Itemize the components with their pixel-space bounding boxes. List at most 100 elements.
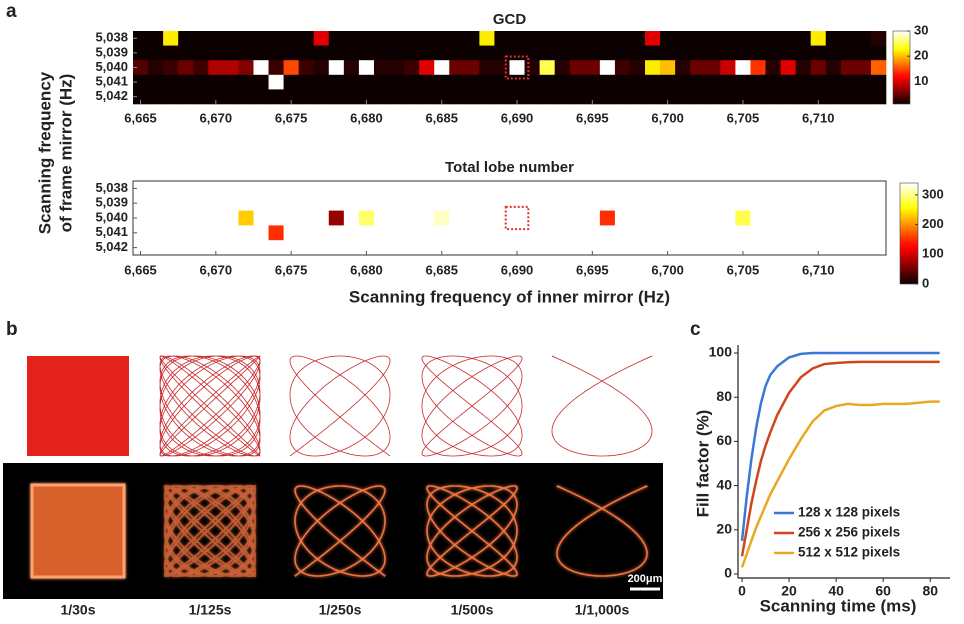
heat-cell	[193, 89, 208, 104]
x-tick-label: 6,690	[501, 262, 534, 277]
heat-cell	[600, 46, 615, 61]
heat-cell	[419, 46, 434, 61]
heat-cell	[735, 211, 750, 226]
heat-cell	[449, 75, 464, 90]
heat-cell	[223, 31, 238, 46]
heat-cell	[750, 60, 765, 75]
heat-cell	[208, 31, 223, 46]
heat-cell	[253, 46, 268, 61]
heat-cell	[314, 89, 329, 104]
heat-cell	[615, 89, 630, 104]
heat-cell	[223, 60, 238, 75]
heat-cell	[675, 75, 690, 90]
x-tick-label: 6,675	[275, 110, 308, 125]
x-tick-label: 6,675	[275, 262, 308, 277]
y-tick-label: 5,042	[95, 88, 128, 103]
heat-cell	[660, 60, 675, 75]
x-tick-label: 0	[738, 583, 746, 599]
heat-cell	[856, 46, 871, 61]
x-tick-label: 6,665	[124, 262, 157, 277]
heat-cell	[404, 31, 419, 46]
colorbar-tick-label: 30	[914, 22, 928, 37]
heat-cell	[419, 60, 434, 75]
heat-cell	[585, 75, 600, 90]
heat-cell	[630, 60, 645, 75]
scale-bar-label: 200μm	[628, 573, 663, 585]
panel-label: a	[6, 1, 17, 22]
heat-cell	[600, 75, 615, 90]
heat-cell	[344, 89, 359, 104]
heat-cell	[705, 89, 720, 104]
y-tick-label: 5,038	[95, 180, 128, 195]
heat-cell	[871, 46, 886, 61]
heat-cell	[525, 31, 540, 46]
heat-cell	[404, 75, 419, 90]
heat-cell	[826, 46, 841, 61]
heat-cell	[705, 75, 720, 90]
heat-cell	[645, 75, 660, 90]
y-tick-label: 60	[716, 432, 732, 448]
heat-cell	[269, 60, 284, 75]
heat-cell	[479, 60, 494, 75]
colorbar-tick-label: 0	[922, 275, 929, 290]
heat-cell	[690, 60, 705, 75]
heat-cell	[223, 46, 238, 61]
heat-cell	[856, 60, 871, 75]
heat-cell	[314, 46, 329, 61]
heat-cell	[269, 225, 284, 240]
y-axis-label: Fill factor (%)	[693, 410, 712, 518]
heat-cell	[811, 46, 826, 61]
heat-cell	[600, 211, 615, 226]
heat-cell	[419, 31, 434, 46]
heat-cell	[148, 46, 163, 61]
heat-cell	[811, 60, 826, 75]
heat-cell	[344, 60, 359, 75]
heat-cell	[856, 75, 871, 90]
x-axis-label: Scanning frequency of inner mirror (Hz)	[349, 287, 670, 306]
heat-cell	[389, 60, 404, 75]
heat-cell	[826, 60, 841, 75]
heat-cell	[841, 60, 856, 75]
heat-cell	[645, 60, 660, 75]
heat-cell	[781, 60, 796, 75]
heat-cell	[720, 60, 735, 75]
heat-cell	[525, 75, 540, 90]
heat-cell	[796, 75, 811, 90]
heat-cell	[329, 75, 344, 90]
heat-cell	[208, 60, 223, 75]
heat-cell	[690, 75, 705, 90]
heat-cell	[510, 60, 525, 75]
heat-cell	[871, 31, 886, 46]
colorbar-tick-label: 20	[914, 48, 928, 63]
heat-cell	[720, 31, 735, 46]
heat-cell	[766, 89, 781, 104]
exposure-label: 1/30s	[60, 602, 95, 618]
heat-cell	[344, 46, 359, 61]
heat-cell	[615, 75, 630, 90]
exposure-label: 1/125s	[189, 602, 232, 618]
heat-cell	[178, 46, 193, 61]
heat-cell	[253, 89, 268, 104]
y-tick-label: 0	[724, 565, 732, 581]
heat-cell	[163, 60, 178, 75]
panel-label: b	[6, 319, 18, 340]
heat-cell	[299, 31, 314, 46]
heat-cell	[705, 60, 720, 75]
heat-cell	[299, 75, 314, 90]
colorbar-tick-label: 100	[922, 246, 944, 261]
heat-cell	[826, 89, 841, 104]
heat-cell	[766, 75, 781, 90]
heat-cell	[374, 75, 389, 90]
heat-cell	[163, 75, 178, 90]
heat-cell	[148, 31, 163, 46]
pattern	[290, 356, 390, 456]
heat-cell	[675, 89, 690, 104]
heat-cell	[238, 46, 253, 61]
heat-cell	[329, 89, 344, 104]
heat-cell	[540, 60, 555, 75]
heat-cell	[811, 75, 826, 90]
heat-cell	[570, 89, 585, 104]
heat-cell	[494, 89, 509, 104]
heat-cell	[238, 31, 253, 46]
heat-cell	[238, 60, 253, 75]
